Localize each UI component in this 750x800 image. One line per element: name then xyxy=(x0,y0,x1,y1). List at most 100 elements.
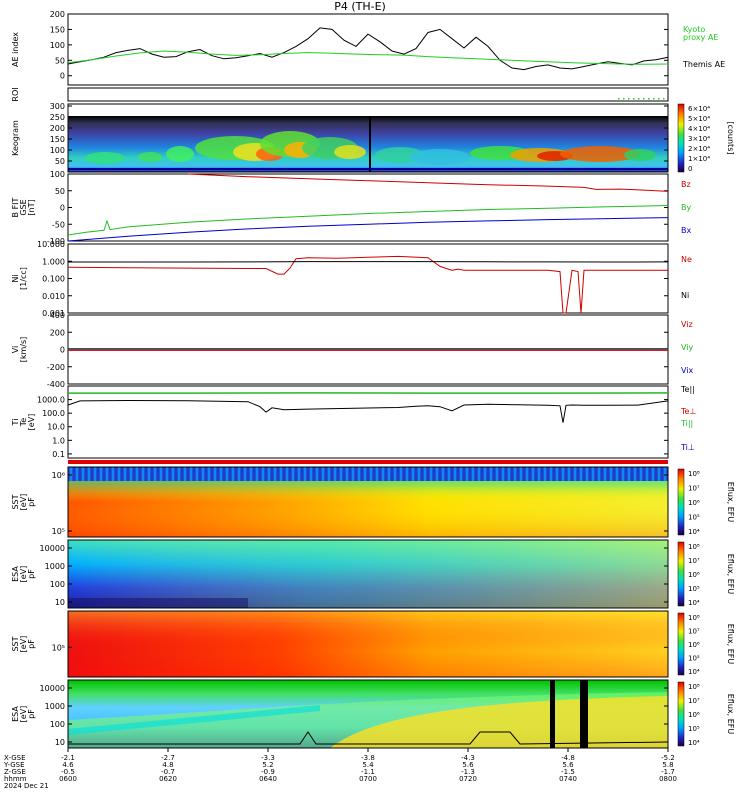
sst-elec-colorbar-label: Eflux, EFU xyxy=(726,624,735,665)
keogram-blob-2 xyxy=(166,146,194,162)
keogram-tick-0: 300 xyxy=(50,102,65,111)
esa-elec-tick-2: 100 xyxy=(50,720,65,729)
esa-elec-tick-3: 10 xyxy=(55,738,65,747)
sst-elec-ylabel-2: pF xyxy=(27,639,36,649)
xaxis-tick-time-1: 0620 xyxy=(159,775,177,783)
esa-elec-tick-1: 1000 xyxy=(45,702,65,711)
ae-tick-1: 150 xyxy=(50,25,65,34)
esa-ion-panel-frame xyxy=(67,539,669,609)
bfield-ylabel-1: GSE xyxy=(19,199,28,215)
bfield-legend-bz: Bz xyxy=(681,180,691,189)
sst-elec-ylabel-0: SST xyxy=(11,636,20,651)
roi-dot xyxy=(643,98,645,100)
xaxis-tick-gse-6-2: -1.7 xyxy=(661,768,675,776)
keogram-panel-frame xyxy=(67,103,669,173)
sst-ion-colorbar-tick-2: 10⁶ xyxy=(688,499,700,507)
temperature-ylabel-0: Ti xyxy=(11,419,20,427)
velocity-tick-2: 0 xyxy=(60,346,65,355)
xaxis-tick-gse-4-1: 5.6 xyxy=(462,761,474,769)
xaxis-tick-gse-6-0: -5.2 xyxy=(661,754,675,762)
keogram-blob-9 xyxy=(334,145,366,159)
bfield-tick-1: 50 xyxy=(55,187,65,196)
temperature-tick-4: 0.1 xyxy=(52,450,65,459)
esa-elec-ylabel-2: pF xyxy=(27,709,36,719)
bfield-series-by xyxy=(67,205,669,236)
esa-ion-ylabel-2: pF xyxy=(27,569,36,579)
density-legend-ni: Ni xyxy=(681,291,689,300)
keogram-colorbar-label: [counts] xyxy=(726,122,735,155)
density-ylabel-1: [1/cc] xyxy=(19,267,28,290)
keogram-colorbar-tick-4: 2×10⁴ xyxy=(688,145,710,153)
sst-elec-colorbar-tick-3: 10⁵ xyxy=(688,655,700,663)
xaxis-row-label-3: hhmm xyxy=(4,775,27,783)
esa-ion-ylabel-1: [eV] xyxy=(19,566,28,583)
xaxis-tick-time-5: 0740 xyxy=(559,775,577,783)
temperature-legend-tipar: Ti|| xyxy=(680,419,693,428)
bfield-legend-by: By xyxy=(681,203,691,212)
sst-ion-colorbar-tick-1: 10⁷ xyxy=(688,485,700,493)
xaxis-tick-gse-3-0: -3.8 xyxy=(361,754,375,762)
sst-elec-colorbar-tick-0: 10⁸ xyxy=(688,614,700,622)
keogram-blob-16 xyxy=(624,149,656,161)
bfield-tick-2: 0 xyxy=(60,204,65,213)
esa-ion-colorbar-tick-2: 10⁶ xyxy=(688,571,700,579)
density-tick-4: 0.001 xyxy=(42,309,65,318)
roi-dot xyxy=(633,98,635,100)
esa-elec-tick-0: 10000 xyxy=(40,684,65,693)
esa-ion-colorbar-tick-1: 10⁷ xyxy=(688,557,700,565)
sst-ion-colorbar-tick-3: 10⁵ xyxy=(688,514,700,522)
density-tick-3: 0.010 xyxy=(42,292,65,301)
temperature-tick-1: 100.0 xyxy=(42,409,65,418)
xaxis-tick-gse-2-2: -0.9 xyxy=(261,768,275,776)
temperature-legend-tiperp: Ti⊥ xyxy=(680,443,695,452)
xaxis-tick-gse-5-1: 5.6 xyxy=(562,761,574,769)
xaxis-tick-time-4: 0720 xyxy=(459,775,477,783)
velocity-tick-3: -200 xyxy=(47,363,65,372)
temperature-legend-teii: Te|| xyxy=(680,385,695,394)
esa-ion-colorbar-tick-4: 10⁴ xyxy=(688,599,700,607)
sst-ion-colorbar-tick-4: 10⁴ xyxy=(688,528,700,536)
keogram-colorbar-tick-6: 0 xyxy=(688,165,692,173)
xaxis-tick-time-2: 0640 xyxy=(259,775,277,783)
velocity-tick-1: 200 xyxy=(50,328,65,337)
esa-ion-colorbar-tick-3: 10⁵ xyxy=(688,585,700,593)
ae-legend-proxy: proxy AE xyxy=(683,33,718,42)
keogram-colorbar-tick-5: 1×10⁴ xyxy=(688,155,710,163)
xaxis-tick-gse-4-0: -4.3 xyxy=(461,754,475,762)
esa-elec-spacecraft-potential xyxy=(68,731,669,745)
esa-ion-low-band xyxy=(68,598,248,608)
keogram-colorbar-tick-0: 6×10⁴ xyxy=(688,105,710,113)
esa-elec-colorbar-tick-1: 10⁷ xyxy=(688,697,700,705)
keogram-tick-2: 200 xyxy=(50,124,65,133)
bfield-series-bz xyxy=(187,173,669,192)
xaxis-tick-gse-0-2: -0.5 xyxy=(61,768,75,776)
density-series-ne xyxy=(67,255,668,314)
sst-ion-colorbar-bar xyxy=(677,468,685,536)
mode-bar xyxy=(68,460,668,464)
roi-dot xyxy=(628,98,630,100)
temperature-series-ti xyxy=(67,399,669,423)
bfield-tick-3: -50 xyxy=(52,220,65,229)
xaxis-tick-time-0: 0600 xyxy=(59,775,77,783)
sst-ion-ylabel-2: pF xyxy=(27,497,36,507)
temperature-panel-frame xyxy=(67,385,669,459)
bfield-ylabel-0: B FIT xyxy=(11,197,20,217)
sst-ion-colorbar-label: Eflux, EFU xyxy=(726,482,735,523)
roi-dot xyxy=(658,98,660,100)
esa-ion-tick-2: 100 xyxy=(50,580,65,589)
temperature-tick-2: 10.0 xyxy=(47,423,65,432)
xaxis-tick-gse-1-0: -2.7 xyxy=(161,754,175,762)
temperature-legend-teperp: Te⊥ xyxy=(680,407,696,416)
xaxis-tick-gse-1-2: -0.7 xyxy=(161,768,175,776)
sst-elec-colorbar-tick-1: 10⁷ xyxy=(688,628,700,636)
keogram-tick-3: 150 xyxy=(50,135,65,144)
sst-ion-ylabel-0: SST xyxy=(11,494,20,509)
ae-tick-0: 200 xyxy=(50,10,65,19)
density-tick-2: 0.100 xyxy=(42,275,65,284)
ae-tick-2: 100 xyxy=(50,41,65,50)
ae-tick-3: 50 xyxy=(55,56,65,65)
sst-elec-colorbar-tick-4: 10⁴ xyxy=(688,668,700,676)
bfield-tick-0: 100 xyxy=(50,170,65,179)
velocity-legend-viy: Viy xyxy=(681,343,694,352)
keogram-tick-1: 250 xyxy=(50,113,65,122)
